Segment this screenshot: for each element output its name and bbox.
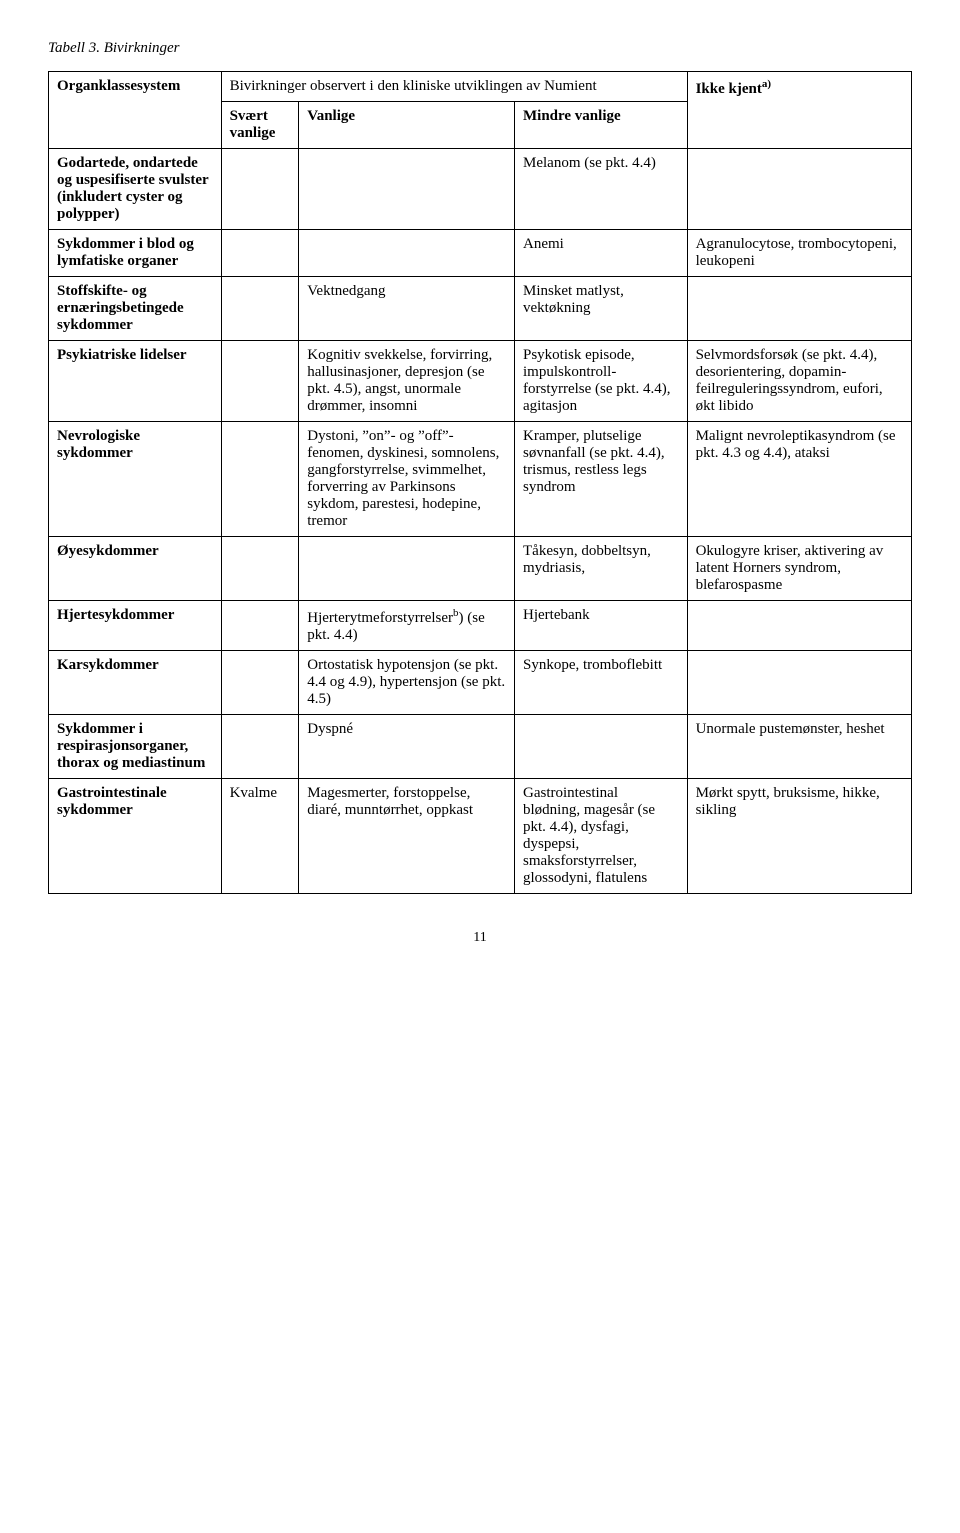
cell-svart: [221, 341, 299, 422]
cell-organ: Godartede, ondartede og uspesifiserte sv…: [49, 149, 222, 230]
cell-ikke: Agranulocytose, trombocytopeni, leukopen…: [687, 230, 911, 277]
cell-ikke: Malignt nevroleptikasyndrom (se pkt. 4.3…: [687, 422, 911, 537]
cell-svart: [221, 422, 299, 537]
col-header-organ: Organklassesystem: [49, 72, 222, 149]
cell-vanlige: [299, 230, 515, 277]
cell-mindre: Tåkesyn, dobbeltsyn, mydriasis,: [515, 537, 688, 601]
cell-svart: [221, 277, 299, 341]
cell-ikke: [687, 601, 911, 651]
cell-mindre: [515, 715, 688, 779]
col-header-svart: Svært vanlige: [221, 102, 299, 149]
cell-organ: Stoffskifte- og ernæringsbetingede sykdo…: [49, 277, 222, 341]
cell-vanlige: [299, 149, 515, 230]
cell-ikke: [687, 651, 911, 715]
cell-mindre: Synkope, tromboflebitt: [515, 651, 688, 715]
cell-svart: [221, 715, 299, 779]
table-row: Psykiatriske lidelser Kognitiv svekkelse,…: [49, 341, 912, 422]
table-row: Gastrointestinale sykdommerKvalmeMagesme…: [49, 779, 912, 894]
col-header-ikke: Ikke kjenta): [687, 72, 911, 149]
cell-vanlige: Magesmerter, forstoppelse, diaré, munntø…: [299, 779, 515, 894]
page-number: 11: [48, 930, 912, 946]
col-header-vanlige: Vanlige: [299, 102, 515, 149]
cell-svart: [221, 537, 299, 601]
cell-organ: Karsykdommer: [49, 651, 222, 715]
cell-vanlige: Dystoni, ”on”- og ”off”-fenomen, dyskine…: [299, 422, 515, 537]
table-row: Godartede, ondartede og uspesifiserte sv…: [49, 149, 912, 230]
cell-ikke: Mørkt spytt, bruksisme, hikke, sikling: [687, 779, 911, 894]
cell-organ: Sykdommer i respirasjonsorganer, thorax …: [49, 715, 222, 779]
cell-ikke: [687, 149, 911, 230]
cell-organ: Øyesykdommer: [49, 537, 222, 601]
table-row: Hjertesykdommer Hjerterytmeforstyrrelserb…: [49, 601, 912, 651]
cell-organ: Sykdommer i blod og lymfatiske organer: [49, 230, 222, 277]
cell-vanlige: Kognitiv svekkelse, forvirring, hallusin…: [299, 341, 515, 422]
cell-vanlige: Hjerterytmeforstyrrelserb) (se pkt. 4.4): [299, 601, 515, 651]
cell-vanlige: [299, 537, 515, 601]
cell-mindre: Anemi: [515, 230, 688, 277]
cell-ikke: Okulogyre kriser, aktivering av latent H…: [687, 537, 911, 601]
cell-organ: Nevrologiske sykdommer: [49, 422, 222, 537]
col-header-mindre: Mindre vanlige: [515, 102, 688, 149]
cell-organ: Gastrointestinale sykdommer: [49, 779, 222, 894]
cell-ikke: [687, 277, 911, 341]
col-header-ikke-text: Ikke kjent: [696, 81, 762, 97]
table-row: Stoffskifte- og ernæringsbetingede sykdo…: [49, 277, 912, 341]
cell-organ: Psykiatriske lidelser: [49, 341, 222, 422]
cell-svart: [221, 601, 299, 651]
table-row: Øyesykdommer Tåkesyn, dobbeltsyn, mydrias…: [49, 537, 912, 601]
cell-mindre: Melanom (se pkt. 4.4): [515, 149, 688, 230]
cell-mindre: Gastrointestinal blødning, magesår (se p…: [515, 779, 688, 894]
table-caption: Tabell 3. Bivirkninger: [48, 40, 912, 57]
table-row: Sykdommer i blod og lymfatiske organer An…: [49, 230, 912, 277]
cell-svart: [221, 651, 299, 715]
cell-ikke: Unormale pustemønster, heshet: [687, 715, 911, 779]
cell-svart: Kvalme: [221, 779, 299, 894]
cell-mindre: Psykotisk episode, impulskontroll-forsty…: [515, 341, 688, 422]
table-row: Karsykdommer Ortostatisk hypotensjon (se …: [49, 651, 912, 715]
cell-vanlige: Dyspné: [299, 715, 515, 779]
cell-ikke: Selvmordsforsøk (se pkt. 4.4), desorient…: [687, 341, 911, 422]
cell-vanlige: Vektnedgang: [299, 277, 515, 341]
cell-mindre: Hjertebank: [515, 601, 688, 651]
cell-svart: [221, 149, 299, 230]
adverse-effects-table: Organklassesystem Bivirkninger observert…: [48, 71, 912, 894]
table-row: Sykdommer i respirasjonsorganer, thorax …: [49, 715, 912, 779]
header-spanner: Bivirkninger observert i den kliniske ut…: [221, 72, 687, 102]
cell-mindre: Kramper, plutselige søvnanfall (se pkt. …: [515, 422, 688, 537]
col-header-ikke-sup: a): [762, 78, 771, 90]
table-row: Nevrologiske sykdommer Dystoni, ”on”- og …: [49, 422, 912, 537]
cell-organ: Hjertesykdommer: [49, 601, 222, 651]
cell-mindre: Minsket matlyst, vektøkning: [515, 277, 688, 341]
cell-svart: [221, 230, 299, 277]
cell-vanlige: Ortostatisk hypotensjon (se pkt. 4.4 og …: [299, 651, 515, 715]
